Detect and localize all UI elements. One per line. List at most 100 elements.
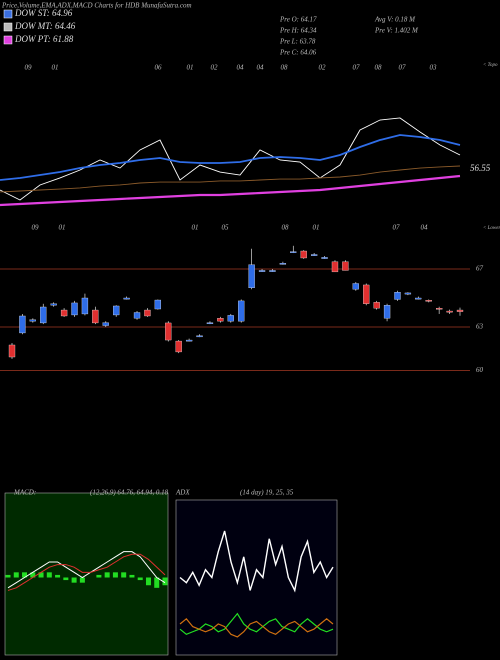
macd-histogram-bar	[30, 572, 36, 578]
legend-swatch	[3, 22, 13, 32]
date-label: 01	[59, 224, 66, 232]
candle-body	[206, 322, 214, 324]
candle-body	[425, 300, 432, 302]
date-label: 09	[32, 224, 40, 232]
candle-body	[113, 305, 120, 316]
macd-histogram-bar	[121, 572, 127, 578]
date-label: 02	[211, 64, 219, 72]
date-label: 01	[192, 224, 199, 232]
candle-body	[81, 297, 89, 315]
candle-body	[415, 297, 422, 300]
candle-body	[258, 270, 266, 272]
candle-body	[446, 310, 453, 313]
price-info: Pre L: 63.78	[279, 38, 316, 46]
date-label: 07	[393, 224, 401, 232]
date-label: 01	[187, 64, 194, 72]
candle-body	[363, 284, 370, 304]
date-label: 03	[430, 64, 438, 72]
corner-label: < Lower	[483, 226, 500, 231]
y-tick-label: 60	[476, 366, 484, 374]
date-label: 08	[281, 64, 289, 72]
macd-histogram-bar	[112, 572, 118, 578]
candle-body	[383, 305, 391, 319]
candle-body	[279, 263, 287, 265]
date-label: 01	[313, 224, 320, 232]
adx-line	[179, 612, 334, 636]
macd-histogram-bar	[38, 572, 44, 578]
candle-body	[40, 306, 47, 324]
candle-body	[269, 270, 276, 272]
macd-histogram-bar	[46, 572, 52, 578]
macd-histogram-bar	[96, 574, 102, 578]
date-label: 08	[282, 224, 290, 232]
candle-body	[175, 340, 182, 353]
candle-body	[436, 307, 443, 310]
macd-histogram-bar	[5, 574, 11, 578]
date-label: 07	[353, 64, 361, 72]
macd-histogram-bar	[104, 572, 110, 578]
date-label: 02	[319, 64, 327, 72]
macd-line	[7, 553, 166, 591]
volume-info: Pre V: 1.402 M	[374, 27, 419, 35]
candle-body	[102, 322, 109, 326]
candle-body	[310, 254, 318, 256]
candle-body	[144, 309, 151, 317]
candle-body	[238, 300, 245, 322]
y-tick-label: 67	[476, 265, 484, 273]
date-label: 06	[155, 64, 163, 72]
date-label: 09	[25, 64, 33, 72]
end-value-label: 56.55	[470, 163, 491, 173]
ema-line	[0, 165, 461, 193]
candle-body	[227, 315, 234, 322]
adx-line	[179, 530, 334, 593]
corner-label: < Topo	[483, 63, 498, 68]
legend-swatch	[3, 9, 13, 19]
candle-body	[456, 309, 464, 312]
date-label: 04	[421, 224, 429, 232]
ema-line	[0, 134, 461, 181]
date-label: 01	[52, 64, 59, 72]
candle-body	[196, 335, 203, 338]
candle-body	[185, 339, 193, 342]
candle-body	[123, 297, 130, 300]
ema-line	[0, 174, 461, 207]
page-title: Price,Volume,EMA,ADX,MACD Charts for HDB…	[1, 2, 192, 10]
adx-line	[179, 617, 334, 638]
candle-body	[248, 264, 255, 288]
macd-line	[7, 551, 166, 589]
panel-title: MACD:	[13, 489, 36, 497]
macd-histogram-bar	[137, 577, 143, 581]
macd-histogram-bar	[13, 572, 19, 578]
date-label: 08	[375, 64, 383, 72]
legend-swatch	[3, 35, 13, 45]
candle-body	[165, 322, 172, 341]
candle-body	[342, 261, 349, 271]
candle-body	[394, 292, 401, 300]
candle-body	[321, 257, 328, 259]
macd-histogram-bar	[22, 572, 28, 578]
panel-title: ADX	[175, 489, 190, 497]
candle-body	[290, 251, 297, 253]
price-info: Pre O: 64.17	[279, 16, 317, 24]
date-label: 04	[237, 64, 245, 72]
volume-info: Avg V: 0.18 M	[374, 16, 416, 24]
candle-body	[373, 302, 380, 309]
macd-histogram-bar	[63, 577, 69, 581]
y-tick-label: 63	[476, 323, 484, 331]
macd-histogram-bar	[145, 577, 151, 586]
panel-subtitle: (12,26,9) 64.76, 64.94, 0.18	[90, 489, 169, 497]
date-label: 04	[257, 64, 265, 72]
candle-body	[133, 312, 141, 319]
panel-subtitle: (14 day) 19, 25, 35	[240, 489, 294, 497]
macd-histogram-bar	[162, 577, 168, 586]
price-info: Pre C: 64.06	[279, 49, 317, 57]
legend-label: DOW ST: 64.96	[14, 8, 73, 18]
date-label: 05	[222, 224, 230, 232]
candle-body	[19, 315, 26, 334]
candle-body	[71, 302, 78, 316]
candle-body	[29, 319, 36, 322]
macd-histogram-bar	[71, 577, 77, 583]
price-info: Pre H: 64.34	[279, 27, 317, 35]
legend-label: DOW PT: 61.88	[14, 34, 74, 44]
